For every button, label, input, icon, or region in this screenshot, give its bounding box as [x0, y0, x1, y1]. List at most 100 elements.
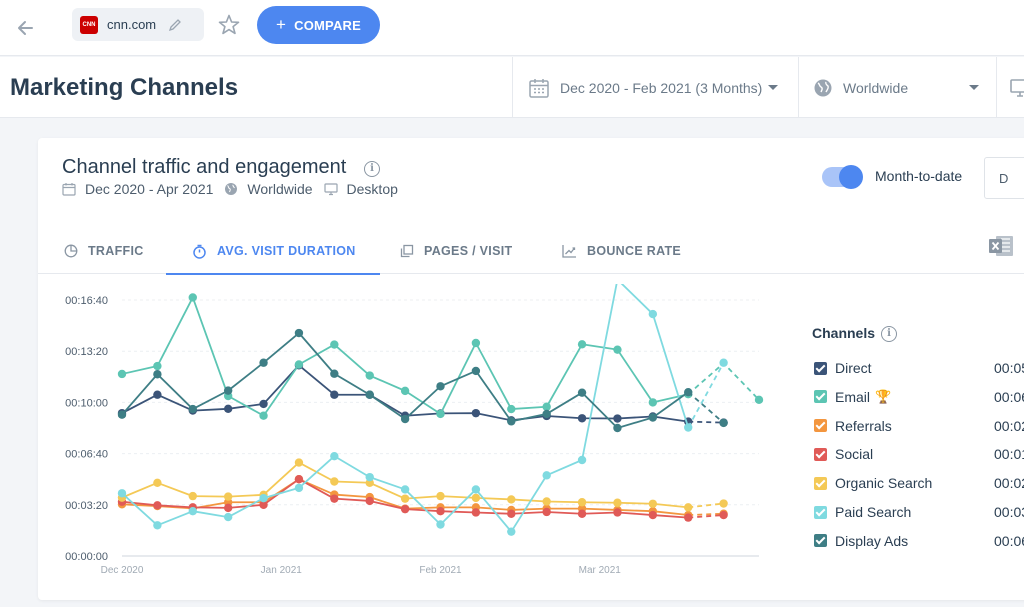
- card-title: Channel traffic and engagement: [62, 156, 347, 178]
- region-dropdown[interactable]: Worldwide: [798, 57, 996, 118]
- x-tick-label: Dec 2020: [101, 565, 144, 576]
- legend-label: Email: [835, 388, 871, 405]
- data-point: [684, 423, 693, 432]
- tab-traffic[interactable]: TRAFFIC: [64, 228, 144, 274]
- data-point: [436, 520, 445, 529]
- data-point: [294, 458, 304, 467]
- data-point: [613, 414, 622, 423]
- excel-export-icon[interactable]: [988, 234, 1014, 258]
- data-point: [577, 498, 587, 507]
- back-arrow-icon[interactable]: [12, 14, 40, 42]
- data-point: [330, 451, 339, 461]
- top-bar: CNN cnn.com + COMPARE: [0, 0, 1024, 56]
- data-point: [577, 509, 587, 518]
- legend-label: Display Ads: [835, 532, 909, 549]
- card-meta: Dec 2020 - Apr 2021 Worldwide Desktop: [62, 181, 409, 197]
- meta-region: Worldwide: [247, 181, 313, 197]
- data-point: [436, 491, 445, 501]
- data-point: [471, 366, 481, 376]
- globe-icon: [225, 183, 238, 195]
- legend-checkbox[interactable]: [814, 534, 827, 548]
- data-point: [294, 475, 304, 484]
- data-point: [400, 386, 410, 396]
- tab-bounce-rate[interactable]: BOUNCE RATE: [562, 228, 681, 274]
- data-point: [223, 404, 233, 413]
- date-range-dropdown[interactable]: Dec 2020 - Feb 2021 (3 Months): [512, 57, 798, 118]
- data-point: [648, 413, 658, 422]
- info-icon[interactable]: i: [364, 161, 380, 177]
- legend-checkbox[interactable]: [814, 447, 827, 461]
- series-projection: [687, 361, 760, 401]
- edit-pencil-icon[interactable]: [168, 18, 182, 32]
- series-line: [121, 296, 689, 417]
- series-projection: [687, 391, 725, 424]
- granularity-selector[interactable]: D: [984, 157, 1024, 199]
- data-point: [188, 293, 197, 302]
- globe-icon: [814, 79, 832, 96]
- month-to-date-label: Month-to-date: [875, 168, 963, 184]
- legend-item[interactable]: Referrals: [814, 416, 892, 436]
- data-point: [507, 495, 516, 504]
- data-point: [259, 411, 268, 420]
- data-point: [577, 414, 587, 423]
- data-point: [684, 503, 693, 512]
- data-point: [188, 491, 197, 501]
- data-point: [684, 513, 693, 522]
- pages-icon: [400, 244, 414, 258]
- data-point: [613, 423, 622, 433]
- y-tick-label: 00:00:00: [65, 551, 108, 563]
- month-to-date-toggle[interactable]: [822, 165, 863, 189]
- legend-item[interactable]: Social: [814, 444, 873, 464]
- data-point: [294, 483, 304, 493]
- info-icon[interactable]: i: [881, 326, 897, 342]
- data-point: [542, 497, 551, 506]
- calendar-icon: [529, 78, 549, 98]
- data-point: [471, 493, 481, 503]
- y-tick-label: 00:16:40: [65, 295, 108, 307]
- metric-tabs: TRAFFIC AVG. VISIT DURATION PAGES / VISI…: [38, 228, 1024, 275]
- site-chip[interactable]: CNN cnn.com: [72, 8, 204, 41]
- legend-checkbox[interactable]: [814, 390, 827, 404]
- data-point: [330, 390, 339, 399]
- legend-item[interactable]: Organic Search: [814, 473, 932, 493]
- data-point: [153, 361, 162, 371]
- legend-checkbox[interactable]: [814, 476, 827, 490]
- legend-item[interactable]: Paid Search: [814, 502, 911, 522]
- legend-checkbox[interactable]: [814, 419, 827, 433]
- legend-item[interactable]: Direct: [814, 358, 872, 378]
- data-point: [542, 507, 551, 517]
- region-value: Worldwide: [843, 79, 909, 96]
- page-header: Marketing Channels Dec 2020 - Feb 2021 (…: [0, 57, 1024, 118]
- device-dropdown[interactable]: [996, 57, 1024, 118]
- tab-avg-visit-duration[interactable]: AVG. VISIT DURATION: [166, 228, 380, 275]
- series-projection: [687, 362, 725, 428]
- legend-item[interactable]: Email 🏆: [814, 387, 891, 407]
- data-point: [719, 510, 728, 520]
- data-point: [577, 388, 587, 397]
- compare-button[interactable]: + COMPARE: [257, 6, 380, 44]
- data-point: [507, 509, 516, 518]
- y-tick-label: 00:03:20: [65, 500, 108, 512]
- date-range-value: Dec 2020 - Feb 2021 (3 Months): [560, 79, 763, 96]
- data-point: [507, 404, 516, 414]
- site-name: cnn.com: [107, 17, 157, 32]
- data-point: [436, 382, 445, 391]
- data-point: [117, 410, 127, 419]
- legend-title: Channels: [812, 325, 876, 341]
- data-point: [223, 512, 233, 522]
- data-point: [153, 521, 162, 530]
- legend-checkbox[interactable]: [814, 361, 827, 375]
- data-point: [648, 398, 658, 407]
- data-point: [117, 369, 127, 379]
- data-point: [223, 503, 233, 513]
- page-title: Marketing Channels: [10, 74, 239, 101]
- data-point: [365, 371, 374, 380]
- tab-pages-per-visit[interactable]: PAGES / VISIT: [400, 228, 512, 274]
- legend-item[interactable]: Display Ads: [814, 531, 908, 551]
- data-point: [153, 501, 162, 510]
- legend-value: 00:01: [994, 446, 1024, 463]
- legend-checkbox[interactable]: [814, 505, 827, 519]
- legend-value: 00:03: [994, 504, 1024, 520]
- star-icon[interactable]: [217, 13, 241, 37]
- data-point: [507, 527, 516, 536]
